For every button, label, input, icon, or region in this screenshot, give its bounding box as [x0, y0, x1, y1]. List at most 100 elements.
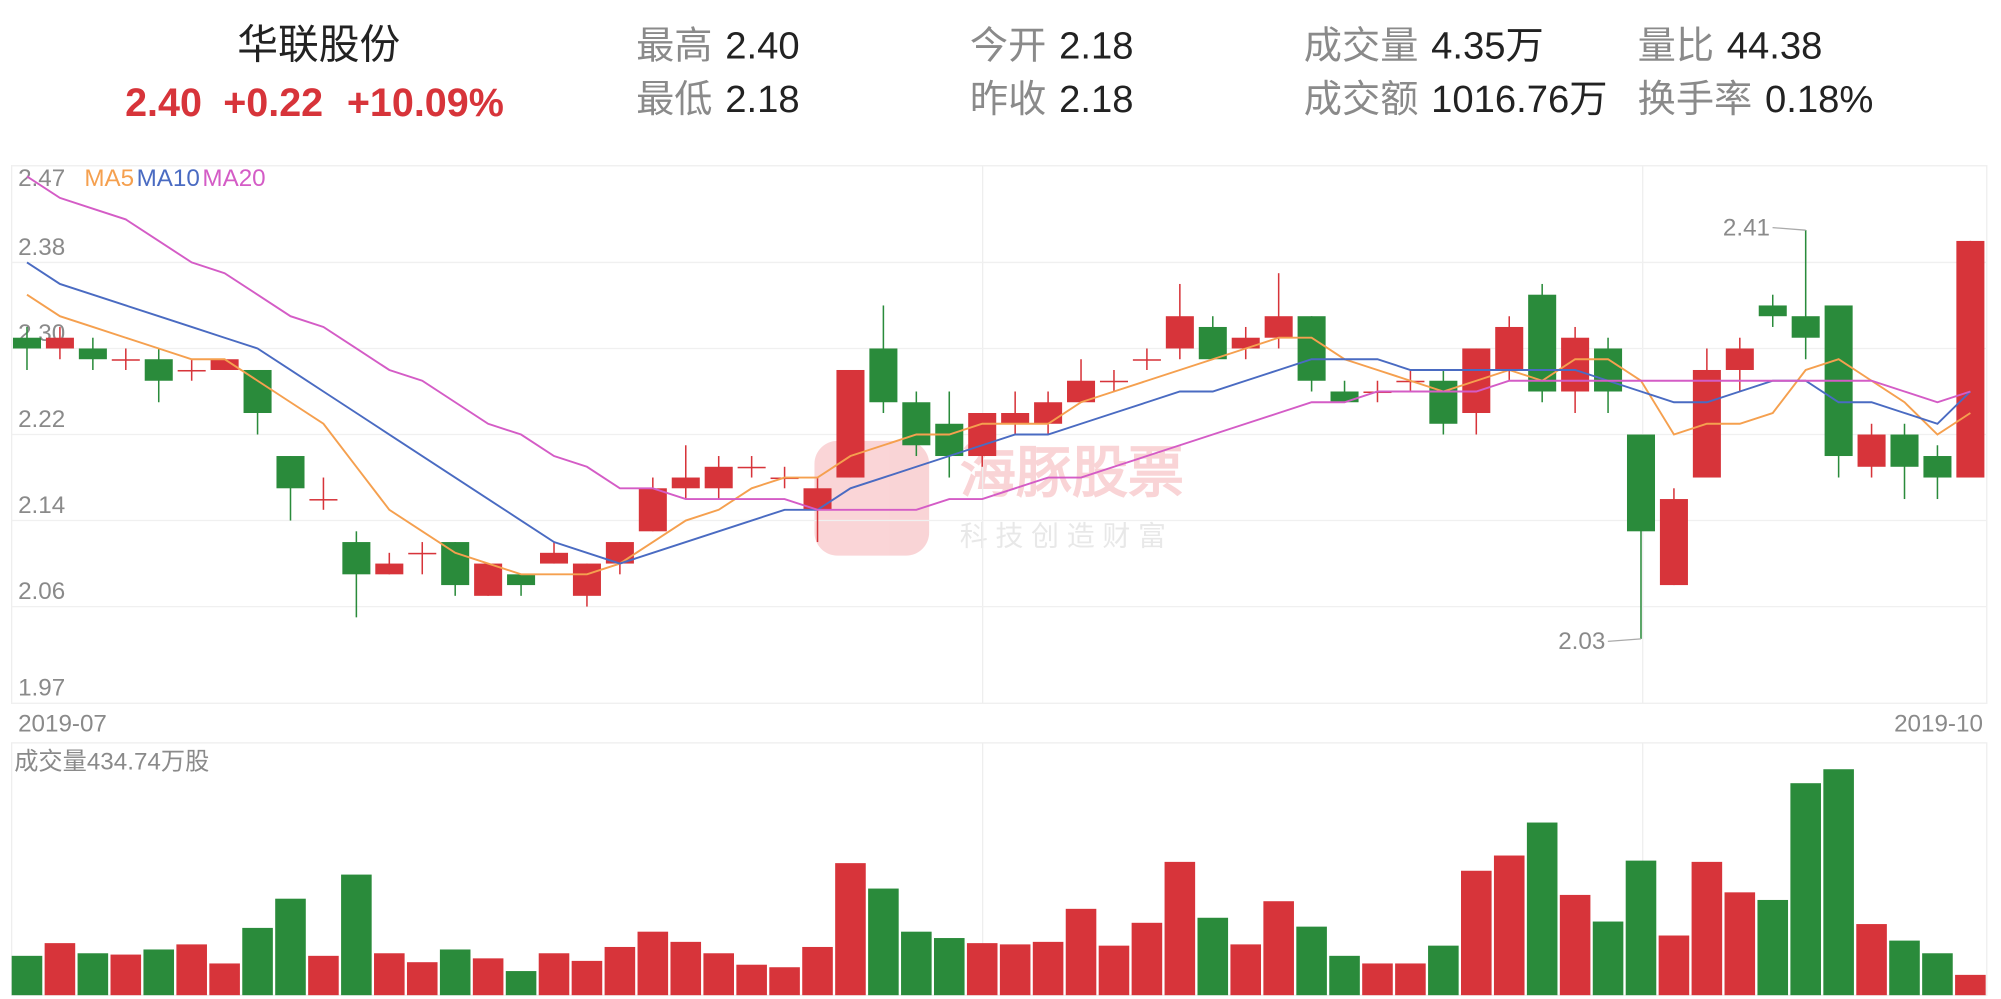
- volume-bar: [966, 943, 998, 996]
- stat-value: 2.18: [725, 78, 799, 121]
- volume-bar: [1131, 922, 1163, 996]
- volume-bar: [77, 953, 109, 996]
- candle-body: [177, 369, 206, 372]
- candle-body: [375, 563, 404, 575]
- candle-body: [638, 488, 667, 532]
- volume-bar: [11, 955, 43, 996]
- volume-title: 成交量434.74万股: [14, 749, 209, 776]
- volume-bar: [209, 963, 240, 996]
- candle-body: [1034, 402, 1063, 424]
- volume-bar: [406, 962, 438, 996]
- candle-body: [1198, 326, 1227, 360]
- volume-bar: [1592, 921, 1624, 996]
- volume-bar: [308, 955, 339, 996]
- volume-bar: [110, 954, 142, 996]
- candle-body: [1890, 434, 1919, 467]
- y-tick-label: 1.97: [18, 675, 65, 702]
- volume-bar: [1526, 822, 1558, 996]
- candle-body: [1165, 316, 1194, 349]
- candle-body: [572, 563, 601, 596]
- change: +0.22: [223, 81, 323, 125]
- stat-label: 最高: [636, 25, 712, 68]
- candle-body: [1857, 434, 1886, 467]
- volume-bar: [538, 953, 570, 996]
- volume-bar: [439, 949, 471, 996]
- candle-body: [1495, 326, 1524, 370]
- volume-bar: [1329, 955, 1360, 996]
- volume-bar: [1065, 908, 1097, 996]
- volume-bar: [374, 953, 405, 996]
- price: 2.40: [125, 81, 202, 125]
- legend-entry: MA10: [137, 165, 200, 192]
- change-pct: +10.09%: [347, 81, 504, 125]
- volume-bar: [736, 964, 767, 996]
- candle-body: [111, 359, 140, 361]
- volume-bar: [1428, 945, 1459, 996]
- volume-bar: [933, 938, 965, 996]
- volume-bar: [1098, 945, 1130, 996]
- candle-body: [1956, 240, 1985, 478]
- volume-bar: [604, 946, 636, 996]
- candle-body: [1594, 348, 1623, 392]
- candle-body: [737, 466, 766, 469]
- volume-frame: [11, 742, 1988, 996]
- stat-label: 换手率: [1638, 78, 1753, 121]
- stat-value: 2.18: [1059, 25, 1133, 68]
- stat-value: 4.35万: [1431, 25, 1544, 68]
- candle-body: [474, 563, 503, 596]
- volume-bar: [472, 958, 504, 996]
- candle-body: [704, 466, 733, 489]
- candle-body: [1231, 337, 1260, 349]
- volume-bar: [341, 874, 372, 996]
- ma-line: [26, 175, 1971, 511]
- volume-bar: [176, 944, 207, 996]
- volume-bar: [1823, 769, 1854, 996]
- legend-entry: MA5: [84, 165, 134, 192]
- volume-bar: [1790, 783, 1821, 996]
- volume-bar: [1461, 870, 1492, 996]
- ma-line: [26, 293, 1971, 576]
- y-tick-label: 2.38: [18, 234, 65, 261]
- volume-bar: [1658, 935, 1690, 996]
- volume-bar: [44, 943, 76, 996]
- volume-bar: [835, 863, 866, 996]
- candle-body: [1099, 380, 1128, 383]
- volume-bar: [1230, 944, 1262, 996]
- volume-bar: [1493, 855, 1525, 996]
- volume-bar: [275, 898, 306, 996]
- volume-bar: [1197, 917, 1229, 996]
- candle-body: [1626, 434, 1656, 532]
- candle-body: [671, 477, 700, 489]
- volume-bar: [505, 971, 537, 996]
- volume-bar: [1395, 963, 1426, 996]
- y-tick-label: 2.14: [18, 492, 65, 519]
- volume-bar: [1296, 926, 1327, 996]
- volume-bar: [999, 944, 1031, 996]
- stat-label: 昨收: [970, 78, 1046, 121]
- candle-body: [1923, 456, 1952, 478]
- annotation-line: [1607, 638, 1642, 643]
- volume-bar: [868, 888, 899, 996]
- volume-bar: [1691, 861, 1723, 996]
- candle-body: [968, 413, 997, 457]
- candle-body: [276, 456, 305, 489]
- candle-body: [1330, 391, 1359, 403]
- volume-bar: [1724, 892, 1756, 996]
- candle-body: [1429, 380, 1458, 424]
- min-label: 2.03: [1558, 628, 1605, 655]
- candle-body: [902, 402, 931, 446]
- stat-value: 2.40: [725, 25, 799, 68]
- volume-bar: [1856, 924, 1887, 996]
- candle-body: [1758, 305, 1787, 317]
- candle-body: [1725, 348, 1754, 370]
- candle-body: [1791, 316, 1820, 338]
- stat-value: 1016.76万: [1431, 78, 1607, 121]
- candle-body: [539, 552, 569, 564]
- max-label: 2.41: [1723, 214, 1770, 241]
- candle-body: [12, 337, 42, 349]
- watermark-slogan: 科技创造财富: [960, 520, 1174, 551]
- candle-body: [78, 348, 107, 360]
- volume-bar: [1263, 901, 1294, 996]
